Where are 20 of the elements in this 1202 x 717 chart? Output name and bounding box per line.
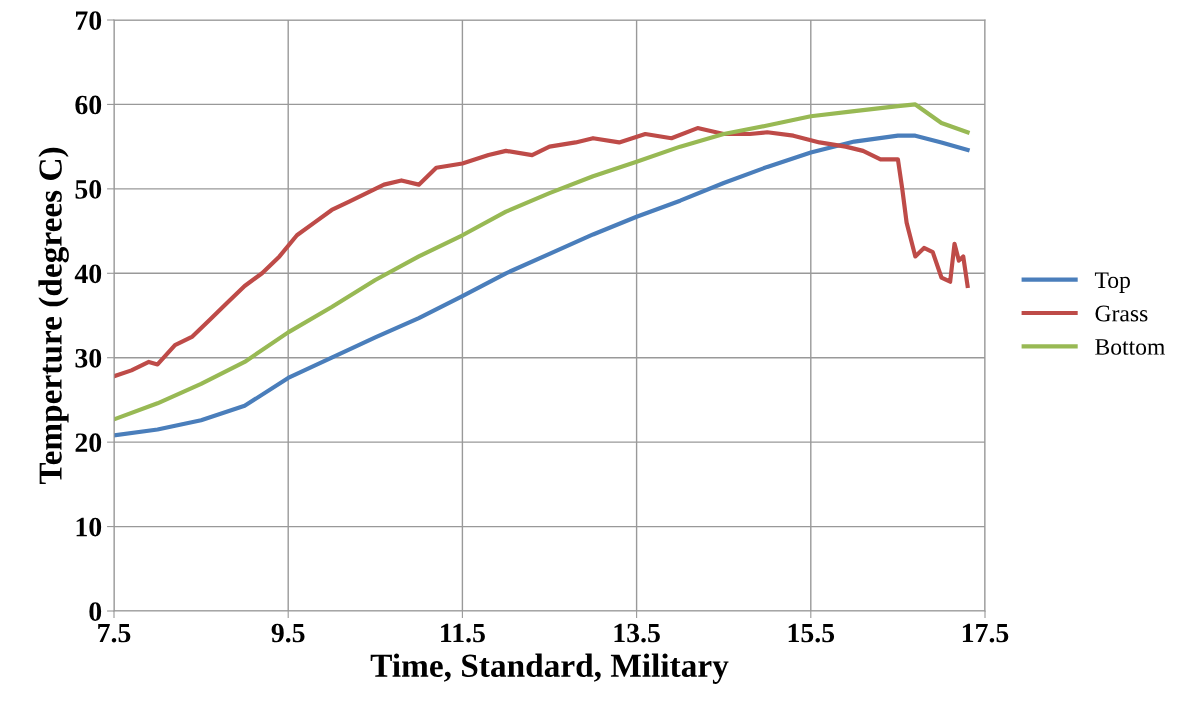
y-tick-label: 10 xyxy=(76,517,102,537)
y-tick-label: 20 xyxy=(75,433,102,453)
legend-label: Top xyxy=(1094,272,1130,293)
y-axis-title: Temperture (degrees C) xyxy=(38,147,69,485)
y-tick-label: 40 xyxy=(74,264,102,284)
x-tick-label: 15.5 xyxy=(788,623,835,643)
x-tick-label: 17.5 xyxy=(962,623,1009,643)
x-tick-label: 13.5 xyxy=(614,623,660,643)
y-tick-label: 30 xyxy=(75,348,102,368)
y-tick-label: 50 xyxy=(75,180,102,199)
line-series xyxy=(114,125,970,379)
legend-label: Bottom xyxy=(1095,339,1165,355)
x-tick-label: 9.5 xyxy=(271,623,305,643)
x-tick-label: 11.5 xyxy=(441,623,485,643)
y-tick-label: 70 xyxy=(76,11,102,30)
legend-label: Grass xyxy=(1095,305,1148,322)
x-axis-title: Time, Standard, Military xyxy=(370,653,729,684)
y-tick-label: 60 xyxy=(75,95,102,115)
y-tick-label: 0 xyxy=(89,602,102,621)
x-tick-label: 7.5 xyxy=(98,623,131,643)
